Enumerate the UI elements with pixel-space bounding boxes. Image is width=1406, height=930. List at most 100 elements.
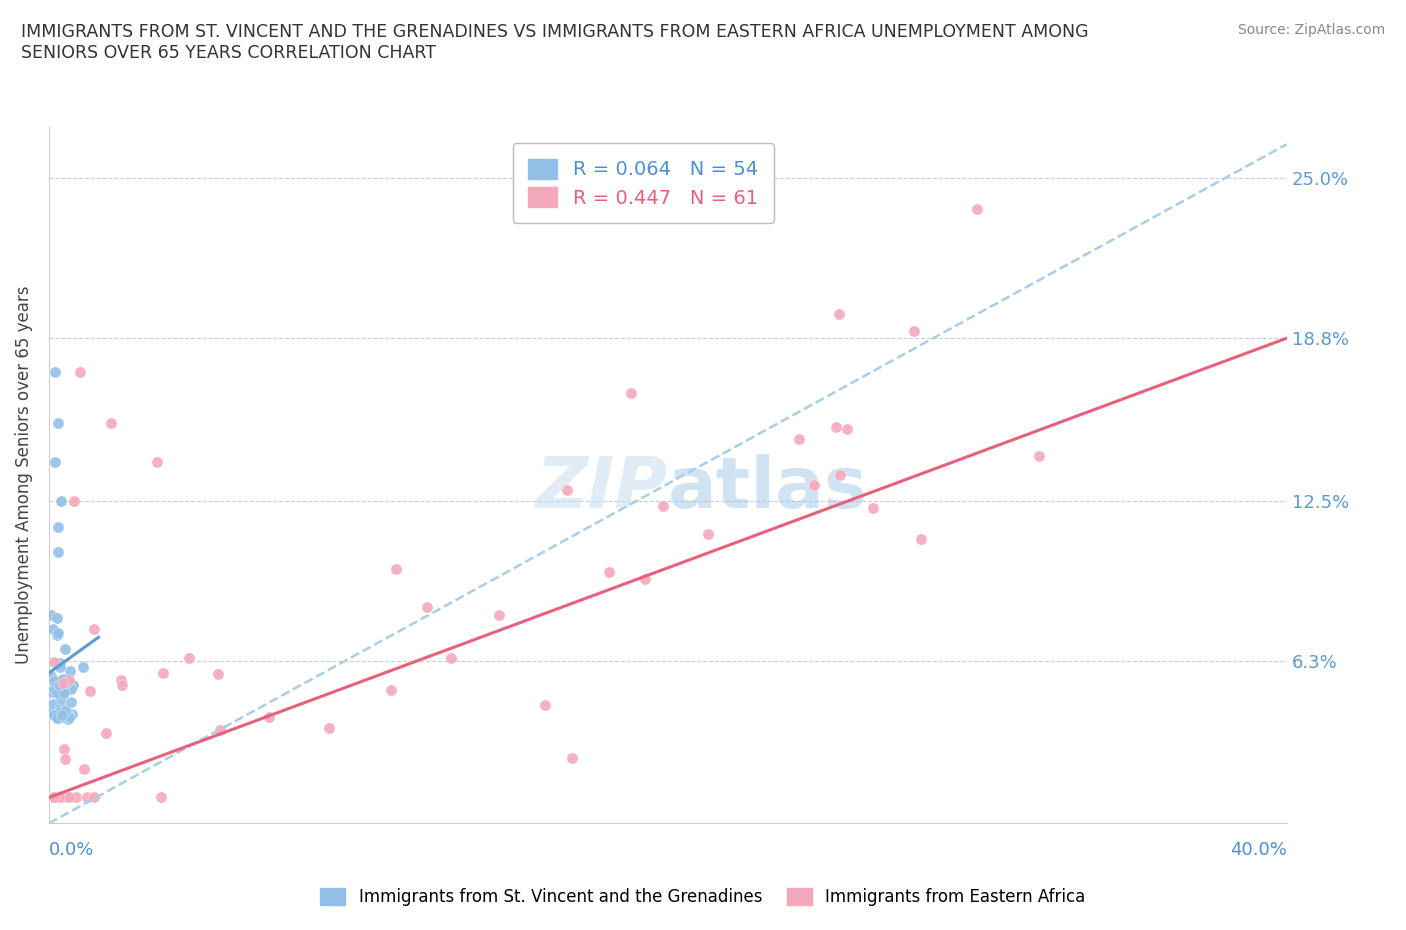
Point	[51, 676, 73, 691]
Point	[42, 673, 65, 688]
Point	[42, 790, 65, 805]
Point	[39, 684, 62, 699]
Point	[53, 642, 76, 657]
Point	[52, 671, 75, 686]
Point	[42, 790, 65, 805]
Point	[44, 455, 66, 470]
Text: ZIP: ZIP	[536, 455, 668, 524]
Point	[65, 790, 87, 805]
Point	[52, 710, 75, 724]
Point	[830, 467, 852, 482]
Point	[207, 667, 229, 682]
Point	[48, 677, 70, 692]
Point	[110, 673, 132, 688]
Point	[49, 656, 72, 671]
Text: IMMIGRANTS FROM ST. VINCENT AND THE GRENADINES VS IMMIGRANTS FROM EASTERN AFRICA: IMMIGRANTS FROM ST. VINCENT AND THE GREN…	[21, 23, 1088, 62]
Point	[48, 790, 70, 805]
Point	[41, 790, 63, 805]
Point	[318, 721, 340, 736]
Point	[55, 674, 77, 689]
Text: 0.0%: 0.0%	[49, 841, 94, 858]
Point	[53, 751, 76, 766]
Point	[49, 700, 72, 715]
Point	[59, 663, 82, 678]
Point	[49, 675, 72, 690]
Point	[42, 790, 65, 805]
Point	[42, 682, 65, 697]
Point	[51, 493, 73, 508]
Point	[39, 705, 62, 720]
Point	[49, 659, 72, 674]
Point	[534, 698, 557, 712]
Point	[62, 677, 84, 692]
Point	[56, 790, 79, 805]
Point	[149, 790, 172, 805]
Point	[46, 545, 69, 560]
Point	[79, 684, 101, 698]
Point	[1028, 449, 1050, 464]
Point	[73, 762, 96, 777]
Point	[48, 674, 70, 689]
Point	[966, 202, 988, 217]
Point	[46, 626, 69, 641]
Point	[51, 790, 73, 805]
Point	[59, 694, 82, 709]
Point	[51, 790, 73, 805]
Point	[41, 790, 63, 805]
Point	[45, 711, 67, 725]
Point	[620, 386, 643, 401]
Y-axis label: Unemployment Among Seniors over 65 years: Unemployment Among Seniors over 65 years	[15, 286, 32, 664]
Text: Source: ZipAtlas.com: Source: ZipAtlas.com	[1237, 23, 1385, 37]
Point	[49, 691, 72, 706]
Point	[48, 683, 70, 698]
Point	[555, 483, 578, 498]
Point	[58, 672, 80, 687]
Point	[837, 422, 859, 437]
Point	[55, 708, 77, 723]
Point	[697, 526, 720, 541]
Point	[48, 705, 70, 720]
Point	[100, 416, 122, 431]
Point	[56, 711, 79, 726]
Point	[52, 684, 75, 698]
Point	[58, 708, 80, 723]
Point	[652, 498, 675, 513]
Point	[48, 678, 70, 693]
Point	[111, 678, 134, 693]
Point	[259, 710, 281, 724]
Point	[72, 659, 94, 674]
Point	[385, 562, 408, 577]
Text: 40.0%: 40.0%	[1230, 841, 1286, 858]
Point	[910, 532, 932, 547]
Point	[46, 416, 69, 431]
Point	[46, 519, 69, 534]
Point	[42, 790, 65, 805]
Point	[152, 665, 174, 680]
Point	[824, 419, 846, 434]
Point	[45, 685, 67, 700]
Point	[903, 324, 925, 339]
Point	[59, 682, 82, 697]
Point	[53, 685, 76, 700]
Point	[440, 650, 463, 665]
Point	[55, 675, 77, 690]
Point	[862, 500, 884, 515]
Point	[46, 711, 69, 725]
Point	[39, 669, 62, 684]
Legend: Immigrants from St. Vincent and the Grenadines, Immigrants from Eastern Africa: Immigrants from St. Vincent and the Gren…	[314, 881, 1092, 912]
Point	[53, 741, 76, 756]
Point	[488, 607, 510, 622]
Point	[45, 610, 67, 625]
Point	[83, 621, 105, 636]
Point	[48, 680, 70, 695]
Point	[60, 707, 83, 722]
Point	[53, 701, 76, 716]
Point	[62, 493, 84, 508]
Point	[42, 621, 65, 636]
Point	[828, 307, 851, 322]
Point	[209, 722, 232, 737]
Point	[51, 708, 73, 723]
Point	[76, 790, 98, 805]
Point	[380, 683, 402, 698]
Point	[146, 455, 169, 470]
